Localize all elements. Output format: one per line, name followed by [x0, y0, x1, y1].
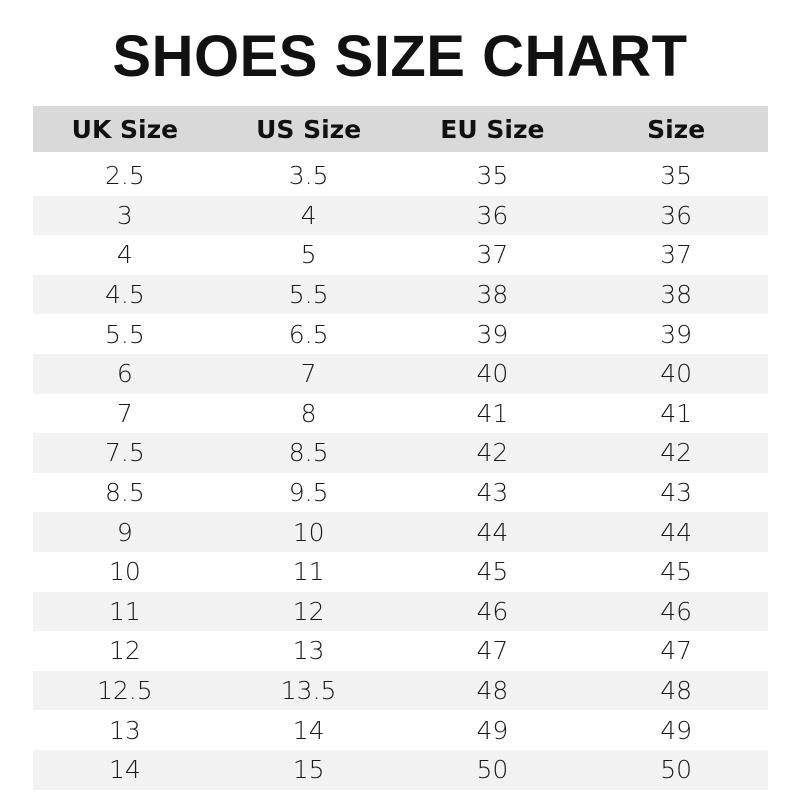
- table-cell: 13.5: [280, 676, 337, 706]
- table-cell: 45: [660, 557, 693, 587]
- table-cell: 48: [660, 676, 693, 706]
- table-cell: 3: [116, 200, 133, 230]
- column-header: Size: [647, 114, 706, 144]
- table-cell: 42: [660, 438, 693, 468]
- table-cell: 47: [476, 636, 509, 666]
- table-cell: 12.5: [97, 676, 153, 706]
- table-header: UK Size US Size EU Size Size: [33, 106, 768, 152]
- table-row: 12 13 47 47: [33, 631, 768, 671]
- table-body: 2.5 3.5 35 35 3 4 36 36 4 5 37 37 4.5 5.5 38 38 5.5 6.5 39…: [33, 156, 768, 790]
- table-cell: 37: [660, 240, 693, 270]
- table-cell: 2.5: [104, 161, 145, 191]
- table-cell: 10: [108, 557, 141, 587]
- table-cell: 46: [476, 596, 509, 626]
- table-cell: 44: [660, 517, 693, 547]
- size-table: UK Size US Size EU Size Size 2.5 3.5 35 35 3…: [33, 106, 768, 790]
- table-cell: 47: [660, 636, 693, 666]
- column-header: UK Size: [71, 114, 179, 144]
- table-cell: 48: [476, 676, 509, 706]
- table-cell: 13: [108, 715, 141, 745]
- table-cell: 39: [476, 319, 509, 349]
- table-cell: 6: [116, 359, 133, 389]
- table-cell: 14: [108, 755, 141, 785]
- table-cell: 50: [660, 755, 693, 785]
- table-cell: 4.5: [104, 280, 145, 310]
- table-row: 10 11 45 45: [33, 552, 768, 592]
- table-row: 5.5 6.5 39 39: [33, 314, 768, 354]
- table-cell: 12: [292, 596, 325, 626]
- table-cell: 4: [300, 200, 317, 230]
- table-cell: 35: [660, 161, 693, 191]
- table-cell: 49: [476, 715, 509, 745]
- table-cell: 11: [292, 557, 325, 587]
- table-cell: 38: [476, 280, 509, 310]
- table-cell: 43: [476, 478, 509, 508]
- table-cell: 35: [476, 161, 509, 191]
- table-cell: 5.5: [288, 280, 329, 310]
- table-cell: 4: [116, 240, 133, 270]
- table-cell: 39: [660, 319, 693, 349]
- table-cell: 15: [292, 755, 325, 785]
- table-row: 7 8 41 41: [33, 394, 768, 434]
- table-cell: 13: [292, 636, 325, 666]
- table-cell: 41: [476, 398, 509, 428]
- page-title: SHOES SIZE CHART: [112, 24, 688, 89]
- table-row: 13 14 49 49: [33, 710, 768, 750]
- table-cell: 49: [660, 715, 693, 745]
- table-cell: 7: [300, 359, 317, 389]
- table-row: 12.5 13.5 48 48: [33, 670, 768, 711]
- column-header: US Size: [256, 114, 362, 144]
- table-row: 7.5 8.5 42 42: [33, 433, 768, 473]
- table-cell: 42: [476, 438, 509, 468]
- table-cell: 43: [660, 478, 693, 508]
- table-row: 9 10 44 44: [33, 512, 768, 552]
- table-cell: 5: [300, 240, 317, 270]
- table-cell: 8.5: [104, 478, 145, 508]
- table-cell: 44: [476, 517, 509, 547]
- column-header: EU Size: [440, 114, 545, 144]
- table-cell: 5.5: [104, 319, 145, 349]
- table-row: 8.5 9.5 43 43: [33, 473, 768, 513]
- table-cell: 11: [108, 596, 141, 626]
- table-row: 11 12 46 46: [33, 591, 768, 632]
- table-cell: 8.5: [288, 438, 329, 468]
- table-cell: 50: [476, 755, 509, 785]
- table-cell: 45: [476, 557, 509, 587]
- table-cell: 41: [660, 398, 693, 428]
- table-cell: 46: [660, 596, 693, 626]
- table-cell: 8: [300, 398, 317, 428]
- table-cell: 40: [476, 359, 509, 389]
- table-row: 3 4 36 36: [33, 195, 768, 236]
- table-cell: 3.5: [288, 161, 329, 191]
- table-cell: 10: [292, 517, 325, 547]
- table-cell: 40: [660, 359, 693, 389]
- table-cell: 36: [476, 200, 509, 230]
- table-cell: 7.5: [104, 438, 145, 468]
- table-cell: 9: [116, 517, 133, 547]
- table-cell: 7: [116, 398, 133, 428]
- table-cell: 36: [660, 200, 693, 230]
- table-row: 6 7 40 40: [33, 353, 768, 394]
- table-cell: 12: [108, 636, 141, 666]
- table-cell: 38: [660, 280, 693, 310]
- table-cell: 37: [476, 240, 509, 270]
- table-row: 4.5 5.5 38 38: [33, 274, 768, 315]
- table-row: 14 15 50 50: [33, 749, 768, 790]
- table-cell: 9.5: [288, 478, 329, 508]
- table-cell: 6.5: [288, 319, 329, 349]
- table-row: 2.5 3.5 35 35: [33, 156, 768, 196]
- table-row: 4 5 37 37: [33, 235, 768, 275]
- table-cell: 14: [292, 715, 325, 745]
